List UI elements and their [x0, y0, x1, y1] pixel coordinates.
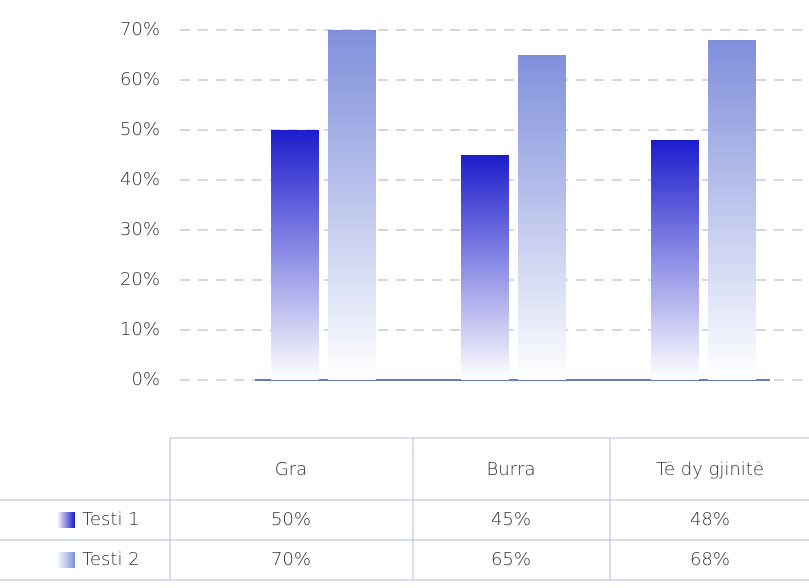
column-header: Të dy gjinitë	[656, 459, 764, 480]
y-tick-label: 50%	[120, 119, 160, 140]
column-header: Gra	[275, 459, 307, 480]
y-tick-label: 10%	[120, 319, 160, 340]
y-tick-label: 30%	[120, 219, 160, 240]
bar	[461, 155, 509, 380]
legend-label: Testi 1	[82, 509, 140, 530]
y-tick-label: 20%	[120, 269, 160, 290]
bar	[271, 130, 319, 380]
bar	[708, 40, 756, 380]
legend-swatch	[57, 552, 75, 568]
column-header: Burra	[486, 459, 535, 480]
legend-label: Testi 2	[82, 549, 140, 570]
legend-swatch	[57, 512, 75, 528]
table-cell: 45%	[491, 509, 531, 530]
table-cell: 48%	[690, 509, 730, 530]
table-cell: 65%	[491, 549, 531, 570]
table-cell: 68%	[690, 549, 730, 570]
y-tick-label: 0%	[131, 369, 160, 390]
bar	[518, 55, 566, 380]
y-tick-label: 60%	[120, 69, 160, 90]
bar	[651, 140, 699, 380]
table-cell: 50%	[271, 509, 311, 530]
bar	[328, 30, 376, 380]
y-tick-label: 70%	[120, 19, 160, 40]
y-tick-label: 40%	[120, 169, 160, 190]
table-cell: 70%	[271, 549, 311, 570]
